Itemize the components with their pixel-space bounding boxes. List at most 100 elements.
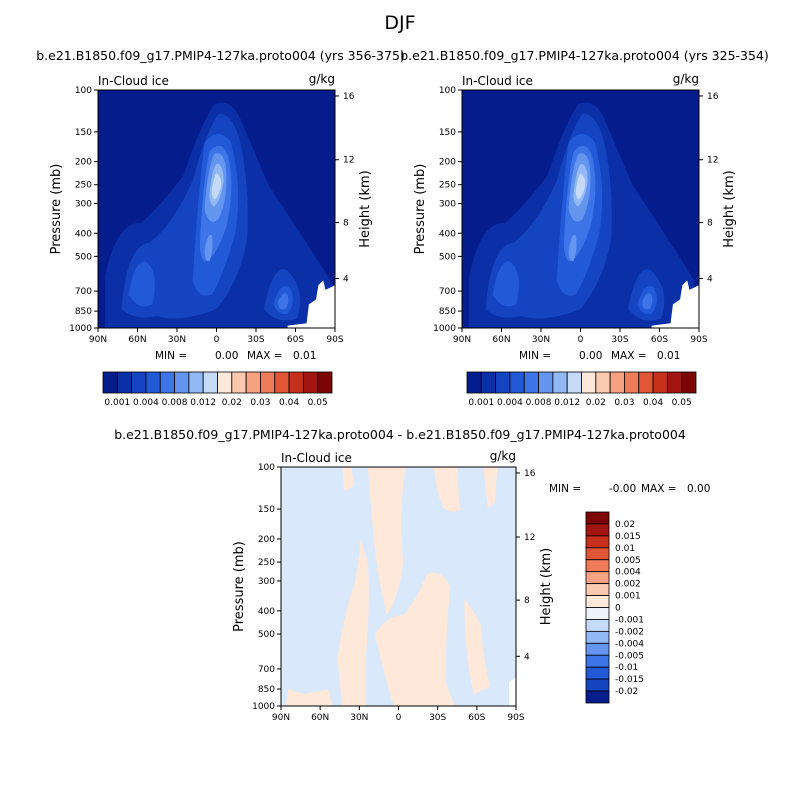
y-tick-label: 400 [258,607,275,617]
y-right-axis-label: Height (km) [722,170,737,247]
x-tick-label: 90N [89,335,107,345]
colorbar-swatch [652,371,668,394]
contour-level-7 [575,173,586,200]
colorbar-swatch [585,678,610,692]
colorbar-swatch [638,371,654,394]
positive-region [464,598,491,695]
y-tick-label: 1000 [69,324,92,334]
max-label: MAX = [611,350,647,362]
panel-1-title: b.e21.B1850.f09_g17.PMIP4-127ka.proto004… [36,48,405,63]
colorbar-label: 0.005 [615,556,641,566]
x-tick-label: 0 [396,713,402,723]
field-name-label: In-Cloud ice [98,74,169,88]
x-tick-label: 90N [272,713,290,723]
height-tick-label: 8 [707,219,713,229]
colorbar-label: 0.001 [615,592,641,602]
x-tick-label: 30N [350,713,368,723]
y-tick-label: 200 [439,158,456,168]
min-label: MIN = [155,350,187,362]
y-tick-label: 850 [258,685,275,695]
colorbar-swatch [245,371,261,394]
height-tick-label: 16 [524,469,536,479]
min-value: -0.00 [609,483,636,495]
colorbar-swatch [131,371,147,394]
colorbar-swatch [585,690,610,704]
positive-region [483,467,498,508]
colorbar-swatch [231,371,247,394]
y-tick-label: 700 [75,287,92,297]
colorbar-label: 0.04 [279,398,299,408]
positive-region [285,689,333,706]
x-tick-label: 30S [247,335,264,345]
x-tick-label: 90S [690,335,707,345]
colorbar-swatch [317,371,333,394]
colorbar-label: -0.01 [615,663,638,673]
terrain-mask [651,280,699,328]
colorbar-label: 0.02 [615,520,635,530]
min-value: 0.00 [579,350,602,362]
colorbar-label: 0.05 [672,398,692,408]
colorbar-swatch [581,371,597,394]
y-tick-label: 300 [75,200,92,210]
colorbar-swatch [495,371,511,394]
colorbar-label: 0.008 [526,398,552,408]
x-tick-label: 30N [168,335,186,345]
y-right-axis-label: Height (km) [539,548,554,625]
colorbar-swatch [217,371,233,394]
colorbar-label: 0.001 [468,398,494,408]
field-name-label: In-Cloud ice [281,451,352,465]
y-tick-label: 100 [439,86,456,96]
x-tick-label: 30N [532,335,550,345]
colorbar-label: 0.04 [643,398,663,408]
colorbar-swatch [188,371,204,394]
colorbar-swatch [585,571,610,585]
panel-3: 90N 60N 30N 0 30S 60S 90S 100 150 200 250 300 400 500… [232,449,710,723]
colorbar-label: 0.004 [497,398,523,408]
x-tick-label: 60N [311,713,329,723]
y-tick-label: 400 [439,229,456,239]
field-name-label: In-Cloud ice [462,74,533,88]
height-tick-label: 4 [524,652,530,662]
colorbar-swatch [538,371,554,394]
colorbar-swatch [466,371,482,394]
colorbar-swatch [585,559,610,573]
height-tick-label: 12 [343,156,354,166]
colorbar-label: 0.012 [554,398,580,408]
colorbar-swatch [585,607,610,620]
y-axis-label: Pressure (mb) [413,164,428,255]
y-tick-label: 850 [75,307,92,317]
colorbar-swatch [260,371,276,394]
colorbar-label: 0.02 [222,398,242,408]
y-tick-label: 200 [75,158,92,168]
colorbar-swatch [523,371,539,394]
colorbar-swatch [585,535,610,549]
colorbar-swatch [145,371,161,394]
colorbar-swatch [585,642,610,656]
min-label: MIN = [519,350,551,362]
height-tick-label: 12 [707,156,718,166]
contour-field [462,90,699,328]
colorbar-swatch [666,371,683,394]
x-tick-label: 60S [651,335,668,345]
colorbar-swatch [585,666,610,680]
height-tick-label: 12 [524,533,535,543]
panel-3-title: b.e21.B1850.f09_g17.PMIP4-127ka.proto004… [114,427,686,442]
colorbar-swatch [585,595,610,608]
height-tick-label: 16 [343,92,355,102]
colorbar-label: 0.03 [250,398,270,408]
y-tick-label: 150 [258,505,275,515]
colorbar-label: 0.001 [104,398,130,408]
colorbar-swatch [552,371,568,394]
colorbar-label: 0.008 [162,398,188,408]
colorbar-label: 0.002 [615,580,641,590]
x-tick-label: 60S [287,335,304,345]
height-tick-label: 16 [707,92,719,102]
colorbar-swatch [159,371,175,394]
colorbar-label: -0.002 [615,627,644,637]
y-axis-label: Pressure (mb) [49,164,64,255]
y-tick-label: 1000 [433,324,456,334]
colorbar-label: 0.02 [586,398,606,408]
contour-level-4 [642,293,653,310]
max-value: 0.00 [687,483,710,495]
max-label: MAX = [641,483,677,495]
